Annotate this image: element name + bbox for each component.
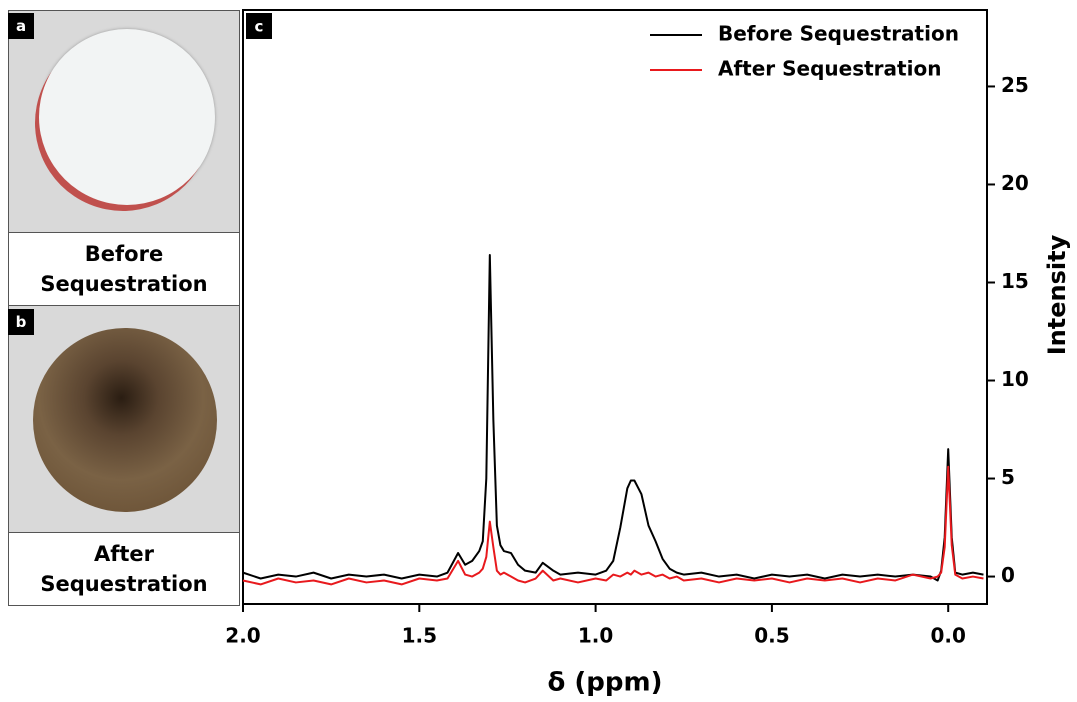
caption-box: After Sequestration <box>8 532 240 606</box>
caption: After Sequestration <box>40 542 208 596</box>
caption: Before Sequestration <box>40 242 208 296</box>
y-tick-label: 25 <box>1001 73 1029 97</box>
photo-after <box>8 305 240 533</box>
x-tick-label: 0.5 <box>754 624 789 648</box>
y-tick-label: 10 <box>1001 367 1029 391</box>
x-tick-label: 1.0 <box>578 624 613 648</box>
x-tick-label: 2.0 <box>225 624 260 648</box>
x-tick-label: 1.5 <box>402 624 437 648</box>
panel-label: a <box>15 17 27 35</box>
x-axis-title: δ (ppm) <box>548 668 663 698</box>
plot-frame <box>242 9 988 605</box>
y-tick-label: 15 <box>1001 269 1029 293</box>
panel-label: c <box>255 18 264 36</box>
panel-label: b <box>15 313 27 331</box>
photo-before <box>8 10 240 233</box>
caption-box: Before Sequestration <box>8 232 240 306</box>
x-tick-label: 0.0 <box>930 624 965 648</box>
spectrum-line <box>242 254 984 582</box>
panel-tag: b <box>8 309 34 335</box>
legend-label: After Sequestration <box>718 57 941 81</box>
disc-white <box>39 29 215 205</box>
disc-brown <box>33 328 217 512</box>
panel-tag <box>246 13 272 39</box>
y-axis-title: Intensity <box>1043 234 1071 355</box>
y-tick-label: 20 <box>1001 171 1029 195</box>
y-tick-label: 0 <box>1001 563 1015 587</box>
y-tick-label: 5 <box>1001 465 1015 489</box>
spectrum-line <box>242 465 984 586</box>
legend-label: Before Sequestration <box>718 22 959 46</box>
panel-tag: a <box>8 13 34 39</box>
